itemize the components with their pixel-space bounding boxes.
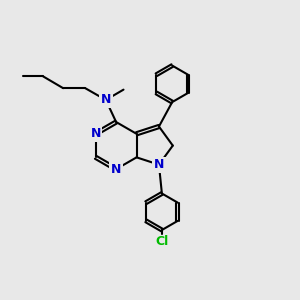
Text: N: N <box>154 158 164 171</box>
Text: N: N <box>100 93 111 106</box>
Text: N: N <box>111 163 121 176</box>
Text: Cl: Cl <box>155 235 169 248</box>
Text: N: N <box>91 127 101 140</box>
